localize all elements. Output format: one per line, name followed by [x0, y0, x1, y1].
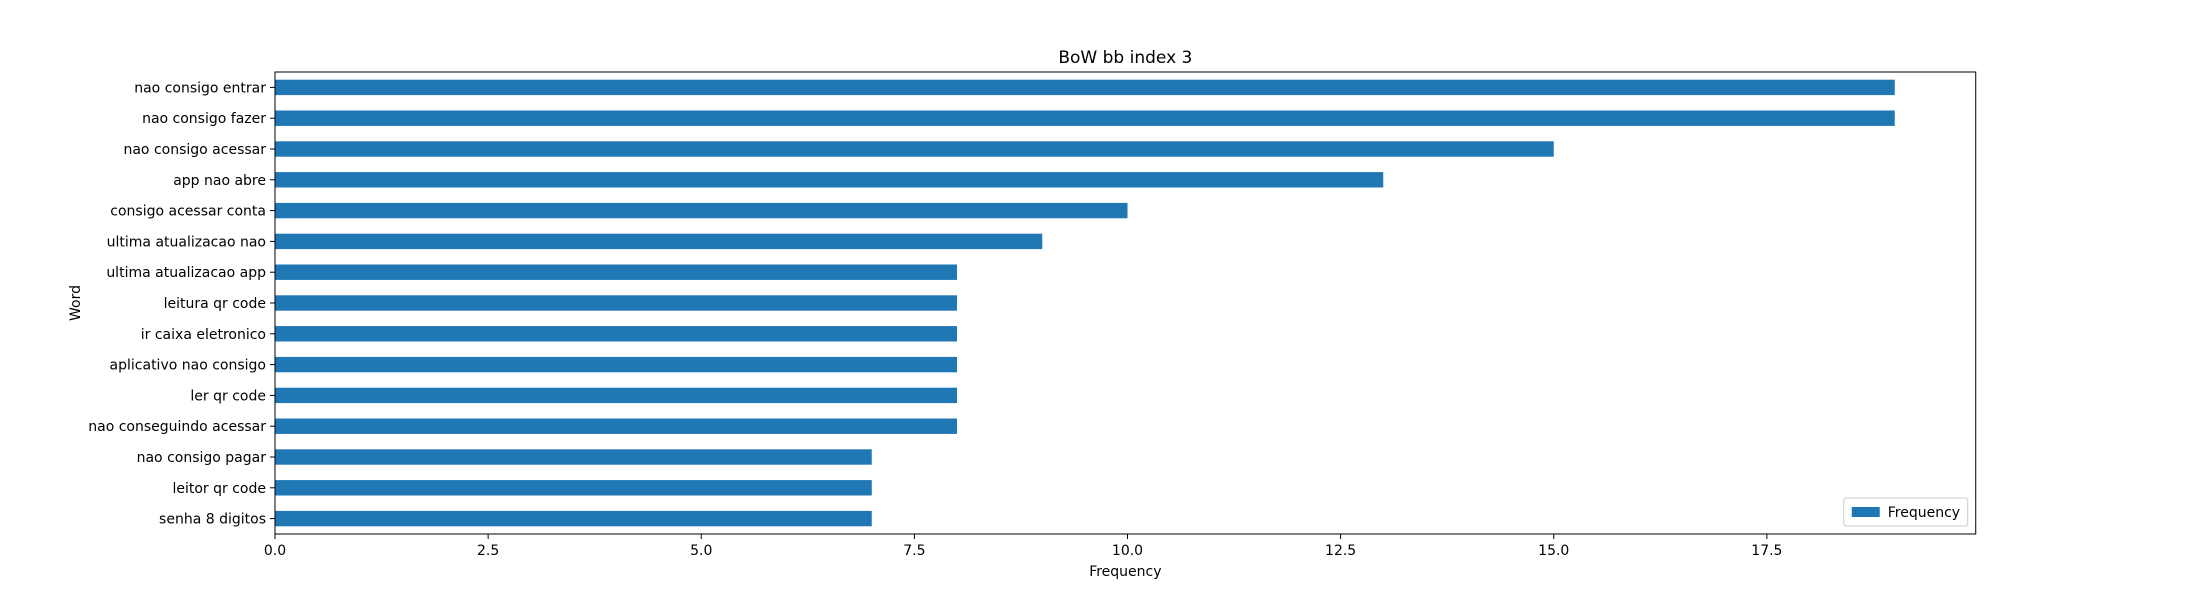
y-tick-label: ultima atualizacao app [106, 265, 266, 281]
bar [275, 387, 957, 404]
y-tick-label: consigo acessar conta [110, 204, 266, 220]
bar [275, 233, 1043, 250]
bar [275, 480, 872, 496]
x-tick-label: 17.5 [1751, 543, 1782, 559]
y-tick-label: ler qr code [190, 388, 266, 404]
y-tick-label: senha 8 digitos [159, 512, 266, 528]
plot-frame [274, 71, 1977, 535]
y-tick-label: nao consigo pagar [137, 450, 267, 466]
bar [275, 418, 957, 434]
bar [275, 510, 872, 527]
bar [275, 449, 872, 465]
y-tick-label: ir caixa eletronico [141, 327, 266, 343]
y-axis-ticks: nao consigo entrar nao consigo fazer nao c… [88, 80, 275, 528]
bar [275, 141, 1554, 157]
bar [275, 326, 957, 342]
x-tick-label: 7.5 [903, 543, 925, 559]
bar [275, 172, 1384, 188]
x-tick-label: 12.5 [1325, 543, 1356, 559]
x-tick-label: 10.0 [1112, 543, 1143, 559]
bar [275, 264, 957, 280]
x-tick-label: 2.5 [477, 543, 499, 559]
bar [275, 295, 957, 311]
y-tick-label: app nao abre [173, 173, 266, 189]
x-tick-label: 0.0 [264, 543, 286, 559]
x-axis-label: Frequency [1089, 564, 1161, 580]
x-tick-label: 5.0 [690, 543, 712, 559]
y-tick-label: nao consigo entrar [134, 80, 266, 96]
bar [275, 110, 1895, 126]
y-tick-label: nao consigo fazer [142, 111, 266, 127]
bar [275, 79, 1895, 96]
legend-label: Frequency [1888, 505, 1960, 521]
y-tick-label: ultima atualizacao nao [107, 234, 266, 250]
bar [275, 202, 1128, 219]
x-axis-ticks: 0.0 2.5 5.0 7.5 10.0 12.5 15.0 17.5 [264, 534, 1782, 559]
legend: Frequency [1843, 497, 1969, 527]
y-tick-label: aplicativo nao consigo [110, 358, 266, 374]
y-axis-label: Word [68, 285, 84, 321]
y-tick-label: nao consigo acessar [123, 142, 266, 158]
bars-layer [275, 79, 1895, 527]
bar [275, 356, 957, 373]
y-tick-label: nao conseguindo acessar [88, 419, 266, 435]
legend-swatch [1851, 507, 1880, 517]
y-tick-label: leitor qr code [172, 481, 266, 497]
y-tick-label: leitura qr code [164, 296, 266, 312]
legend-box [1843, 497, 1969, 527]
chart-title: BoW bb index 3 [1058, 48, 1192, 68]
x-tick-label: 15.0 [1538, 543, 1569, 559]
